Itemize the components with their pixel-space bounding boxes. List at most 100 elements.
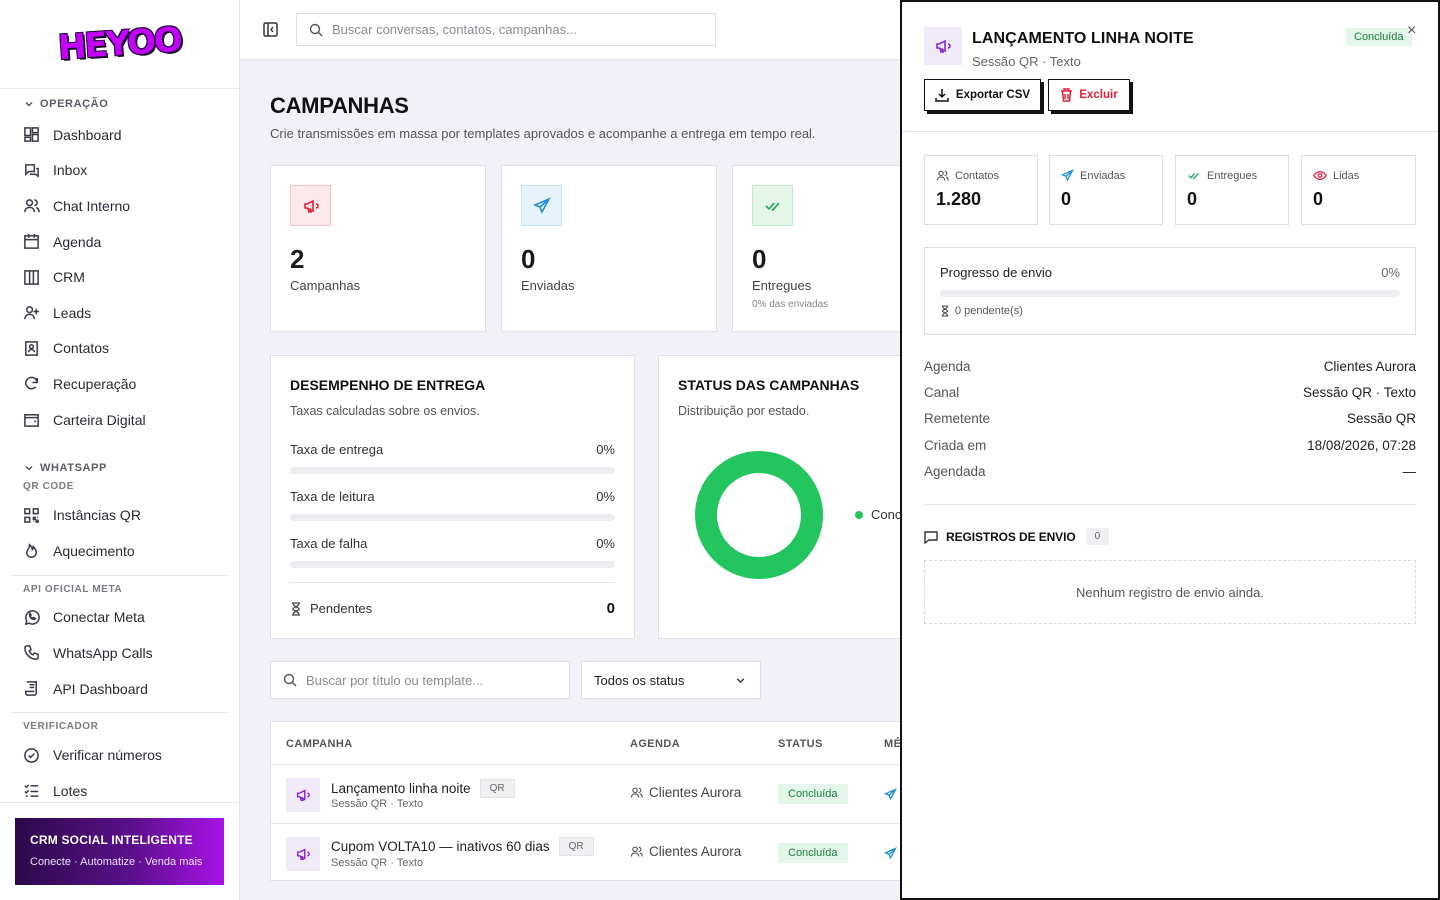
section-title: WHATSAPP: [40, 462, 107, 475]
table-row[interactable]: Cupom VOLTA10 — inativos 60 dias QR Sessã…: [271, 823, 911, 882]
sidebar-item-carteira-digital[interactable]: Carteira Digital: [0, 402, 239, 438]
campaign-search[interactable]: [270, 661, 570, 699]
rate-bar: [290, 561, 615, 568]
section-whatsapp[interactable]: WHATSAPP: [0, 455, 239, 481]
rate-value: 0%: [596, 536, 615, 551]
logs-count: 0: [1085, 528, 1110, 545]
stat-card-campanhas: 2 Campanhas: [270, 165, 486, 332]
sidebar-item-label: Instâncias QR: [53, 507, 141, 524]
status-badge: Concluída: [778, 843, 848, 863]
search-input[interactable]: [332, 22, 692, 37]
users-icon: [630, 846, 643, 857]
campaign-name[interactable]: Lançamento linha noite: [331, 781, 471, 796]
send-icon: [1061, 169, 1074, 182]
flame-icon: [26, 543, 37, 559]
divider: [0, 802, 239, 803]
metric-entregues: Entregues 0: [1175, 155, 1289, 225]
logs-header: REGISTROS DE ENVIO 0: [924, 528, 1110, 545]
scroll-icon: [25, 681, 37, 696]
page-title: CAMPANHAS: [270, 93, 409, 118]
campaign-detail-drawer: LANÇAMENTO LINHA NOITE Sessão QR · Texto…: [900, 0, 1440, 900]
sidebar-item-instancias-qr[interactable]: Instâncias QR: [0, 497, 239, 533]
logo-area: HEYOO: [0, 0, 239, 89]
sidebar-item-whatsapp-calls[interactable]: WhatsApp Calls: [0, 635, 239, 671]
divider: [11, 712, 227, 714]
status-badge: Concluída: [1346, 28, 1412, 46]
sidebar-item-label: CRM: [53, 269, 85, 286]
campaign-search-input[interactable]: [306, 672, 556, 688]
sidebar-item-conectar-meta[interactable]: Conectar Meta: [0, 600, 239, 636]
sidebar-item-label: Leads: [53, 304, 92, 321]
sidebar-item-inbox[interactable]: Inbox: [0, 153, 239, 189]
metric-label: Lidas: [1333, 169, 1360, 182]
sidebar-item-contatos[interactable]: Contatos: [0, 331, 239, 367]
users-icon: [936, 170, 949, 181]
drawer-title: LANÇAMENTO LINHA NOITE: [972, 30, 1194, 47]
sidebar-item-crm[interactable]: CRM: [0, 259, 239, 295]
divider: [902, 131, 1438, 132]
rate-value: 0%: [596, 489, 615, 504]
rate-label: Taxa de leitura: [290, 489, 375, 504]
dashboard-icon: [24, 127, 39, 143]
send-icon: [884, 847, 897, 860]
campaign-name[interactable]: Cupom VOLTA10 — inativos 60 dias: [331, 839, 550, 854]
pending-value: 0: [606, 600, 615, 617]
sidebar-item-dashboard[interactable]: Dashboard: [0, 117, 239, 153]
agenda-name: Clientes Aurora: [649, 844, 742, 859]
sidebar-item-label: Chat Interno: [53, 197, 131, 214]
trash-icon: [1061, 88, 1073, 102]
sidebar-item-api-dashboard[interactable]: API Dashboard: [0, 671, 239, 707]
sidebar-item-lotes[interactable]: Lotes: [0, 773, 239, 809]
stat-label: Entregues: [752, 278, 812, 293]
rate-label: Taxa de entrega: [290, 442, 384, 457]
chart-legend-item: Conc: [855, 507, 901, 522]
table-row[interactable]: Lançamento linha noite QR Sessão QR · Tex…: [271, 764, 911, 823]
send-progress: Progresso de envio 0% 0 pendente(s): [924, 247, 1416, 335]
check-circle-icon: [24, 747, 39, 763]
refresh-icon: [25, 377, 38, 390]
rate-label: Taxa de falha: [290, 536, 368, 551]
status-badge: Concluída: [778, 784, 848, 804]
global-search[interactable]: [296, 13, 716, 46]
wallet-icon: [24, 414, 39, 427]
campaign-meta: Sessão QR · Texto: [331, 857, 424, 869]
sidebar-item-label: Inbox: [53, 162, 88, 179]
megaphone-icon: [286, 778, 320, 812]
sidebar-item-aquecimento[interactable]: Aquecimento: [0, 533, 239, 569]
pending-row: Pendentes 0: [290, 582, 615, 617]
delete-button[interactable]: Excluir: [1048, 79, 1130, 111]
progress-percent: 0%: [1381, 265, 1400, 280]
calendar-icon: [24, 234, 39, 249]
close-icon[interactable]: ×: [1407, 22, 1417, 39]
users-icon: [630, 787, 643, 798]
stat-label: Campanhas: [290, 278, 361, 293]
rate-bar: [290, 467, 615, 474]
sidebar-item-label: Agenda: [53, 233, 102, 250]
sidebar-item-verificar-numeros[interactable]: Verificar números: [0, 737, 239, 773]
column-header: CAMPANHA: [286, 738, 353, 750]
sidebar-item-recuperacao[interactable]: Recuperação: [0, 366, 239, 402]
brand-logo[interactable]: HEYOO: [56, 19, 183, 69]
sidebar-item-chat-interno[interactable]: Chat Interno: [0, 188, 239, 224]
status-filter-select[interactable]: Todos os status: [581, 661, 761, 699]
sidebar-toggle-icon[interactable]: [263, 22, 278, 37]
sidebar-item-label: Lotes: [53, 782, 88, 799]
metric-contatos: Contatos 1.280: [924, 155, 1038, 225]
logs-empty-state: Nenhum registro de envio ainda.: [924, 560, 1416, 624]
detail-key: Criada em: [924, 438, 987, 453]
promo-banner[interactable]: CRM SOCIAL INTELIGENTE Conecte · Automat…: [15, 818, 224, 885]
chevron-down-icon: [25, 466, 33, 471]
metric-value: 0: [1313, 189, 1324, 209]
section-operacao[interactable]: OPERAÇÃO: [0, 91, 239, 117]
sidebar-item-label: Recuperação: [53, 375, 137, 392]
progress-label: Progresso de envio: [940, 265, 1053, 280]
sidebar-item-agenda[interactable]: Agenda: [0, 224, 239, 260]
sidebar-item-label: Dashboard: [53, 126, 122, 143]
metric-enviadas: Enviadas 0: [1049, 155, 1163, 225]
metric-label: Enviadas: [1080, 169, 1126, 182]
users-icon: [24, 199, 40, 213]
export-csv-button[interactable]: Exportar CSV: [924, 79, 1041, 111]
sidebar-item-leads[interactable]: Leads: [0, 295, 239, 331]
rate-falha: Taxa de falha 0%: [290, 536, 615, 568]
select-value: Todos os status: [594, 672, 685, 688]
